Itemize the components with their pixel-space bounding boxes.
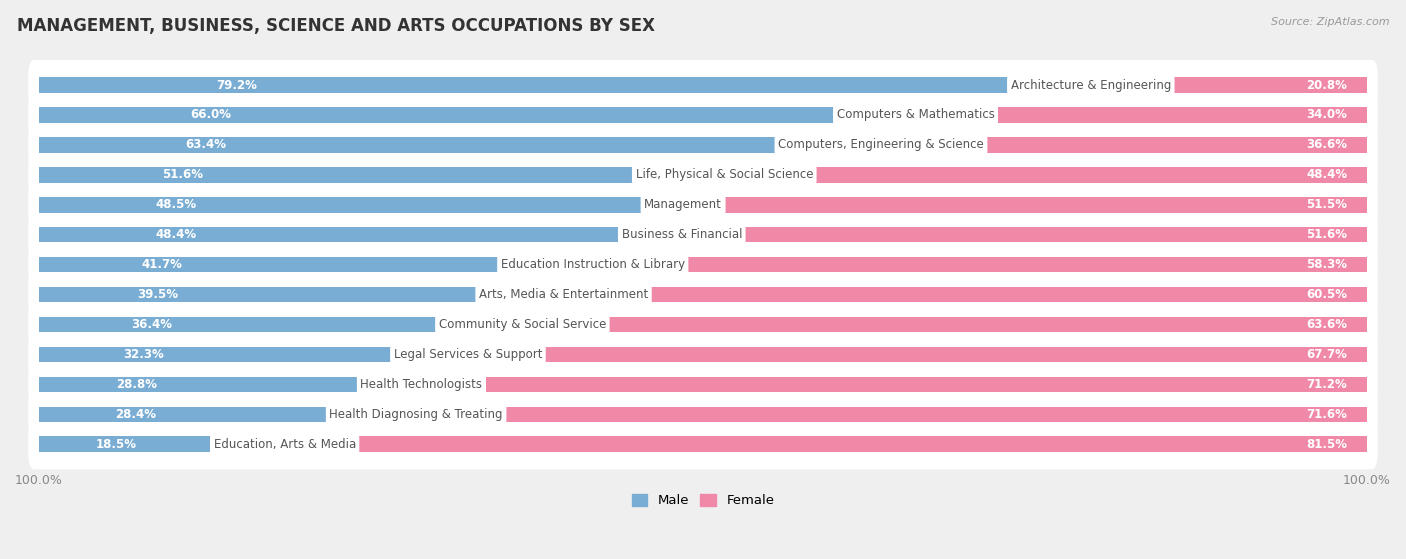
Bar bbox=[39, 257, 593, 272]
Bar bbox=[284, 437, 1367, 452]
FancyBboxPatch shape bbox=[28, 269, 1378, 320]
Text: Health Technologists: Health Technologists bbox=[360, 378, 482, 391]
Text: Education, Arts & Media: Education, Arts & Media bbox=[214, 438, 356, 451]
Text: 79.2%: 79.2% bbox=[217, 79, 257, 92]
Text: 39.5%: 39.5% bbox=[138, 288, 179, 301]
Text: Community & Social Service: Community & Social Service bbox=[439, 318, 606, 331]
Bar bbox=[39, 437, 284, 452]
Text: 36.6%: 36.6% bbox=[1306, 139, 1347, 151]
FancyBboxPatch shape bbox=[28, 359, 1378, 410]
Bar bbox=[468, 347, 1367, 362]
Text: Business & Financial: Business & Financial bbox=[621, 228, 742, 241]
Text: 63.6%: 63.6% bbox=[1306, 318, 1347, 331]
Bar bbox=[1091, 77, 1367, 93]
Text: 58.3%: 58.3% bbox=[1306, 258, 1347, 271]
Text: Health Diagnosing & Treating: Health Diagnosing & Treating bbox=[329, 408, 503, 421]
Bar bbox=[39, 287, 564, 302]
Bar bbox=[39, 197, 683, 212]
Bar bbox=[724, 167, 1367, 183]
Bar bbox=[682, 227, 1367, 243]
Text: 41.7%: 41.7% bbox=[142, 258, 183, 271]
Text: Source: ZipAtlas.com: Source: ZipAtlas.com bbox=[1271, 17, 1389, 27]
FancyBboxPatch shape bbox=[28, 90, 1378, 140]
Text: 36.4%: 36.4% bbox=[131, 318, 173, 331]
Text: MANAGEMENT, BUSINESS, SCIENCE AND ARTS OCCUPATIONS BY SEX: MANAGEMENT, BUSINESS, SCIENCE AND ARTS O… bbox=[17, 17, 655, 35]
Bar bbox=[39, 347, 468, 362]
Text: Management: Management bbox=[644, 198, 723, 211]
Text: 32.3%: 32.3% bbox=[124, 348, 165, 361]
Bar bbox=[39, 377, 422, 392]
Text: 51.6%: 51.6% bbox=[162, 168, 202, 181]
Bar bbox=[422, 377, 1367, 392]
Text: 28.4%: 28.4% bbox=[115, 408, 156, 421]
FancyBboxPatch shape bbox=[28, 60, 1378, 110]
Legend: Male, Female: Male, Female bbox=[626, 489, 780, 513]
Text: 60.5%: 60.5% bbox=[1306, 288, 1347, 301]
Bar bbox=[39, 317, 523, 332]
FancyBboxPatch shape bbox=[28, 120, 1378, 170]
Text: 81.5%: 81.5% bbox=[1306, 438, 1347, 451]
Text: 71.2%: 71.2% bbox=[1306, 378, 1347, 391]
Bar bbox=[593, 257, 1367, 272]
Text: 66.0%: 66.0% bbox=[190, 108, 232, 121]
Text: 48.5%: 48.5% bbox=[156, 198, 197, 211]
Text: 18.5%: 18.5% bbox=[96, 438, 136, 451]
Bar bbox=[523, 317, 1367, 332]
Bar bbox=[39, 227, 682, 243]
Text: 51.6%: 51.6% bbox=[1306, 228, 1347, 241]
Bar bbox=[39, 406, 416, 422]
FancyBboxPatch shape bbox=[28, 389, 1378, 439]
Text: Legal Services & Support: Legal Services & Support bbox=[394, 348, 543, 361]
Text: 51.5%: 51.5% bbox=[1306, 198, 1347, 211]
Bar bbox=[882, 137, 1367, 153]
FancyBboxPatch shape bbox=[28, 150, 1378, 200]
Bar bbox=[564, 287, 1367, 302]
Text: Arts, Media & Entertainment: Arts, Media & Entertainment bbox=[479, 288, 648, 301]
Text: 67.7%: 67.7% bbox=[1306, 348, 1347, 361]
Text: 28.8%: 28.8% bbox=[117, 378, 157, 391]
Text: 34.0%: 34.0% bbox=[1306, 108, 1347, 121]
Bar bbox=[39, 77, 1091, 93]
Text: Computers & Mathematics: Computers & Mathematics bbox=[837, 108, 994, 121]
Bar bbox=[39, 137, 882, 153]
FancyBboxPatch shape bbox=[28, 419, 1378, 470]
Bar bbox=[39, 167, 724, 183]
FancyBboxPatch shape bbox=[28, 329, 1378, 380]
Bar bbox=[416, 406, 1367, 422]
FancyBboxPatch shape bbox=[28, 239, 1378, 290]
Bar bbox=[915, 107, 1367, 123]
Text: 48.4%: 48.4% bbox=[1306, 168, 1347, 181]
Text: Education Instruction & Library: Education Instruction & Library bbox=[501, 258, 685, 271]
FancyBboxPatch shape bbox=[28, 179, 1378, 230]
Text: 48.4%: 48.4% bbox=[155, 228, 197, 241]
Text: 63.4%: 63.4% bbox=[186, 139, 226, 151]
Bar bbox=[39, 107, 915, 123]
Text: Life, Physical & Social Science: Life, Physical & Social Science bbox=[636, 168, 813, 181]
Text: 20.8%: 20.8% bbox=[1306, 79, 1347, 92]
Text: 71.6%: 71.6% bbox=[1306, 408, 1347, 421]
FancyBboxPatch shape bbox=[28, 300, 1378, 349]
Text: Architecture & Engineering: Architecture & Engineering bbox=[1011, 79, 1171, 92]
Text: Computers, Engineering & Science: Computers, Engineering & Science bbox=[778, 139, 984, 151]
FancyBboxPatch shape bbox=[28, 210, 1378, 260]
Bar bbox=[683, 197, 1367, 212]
